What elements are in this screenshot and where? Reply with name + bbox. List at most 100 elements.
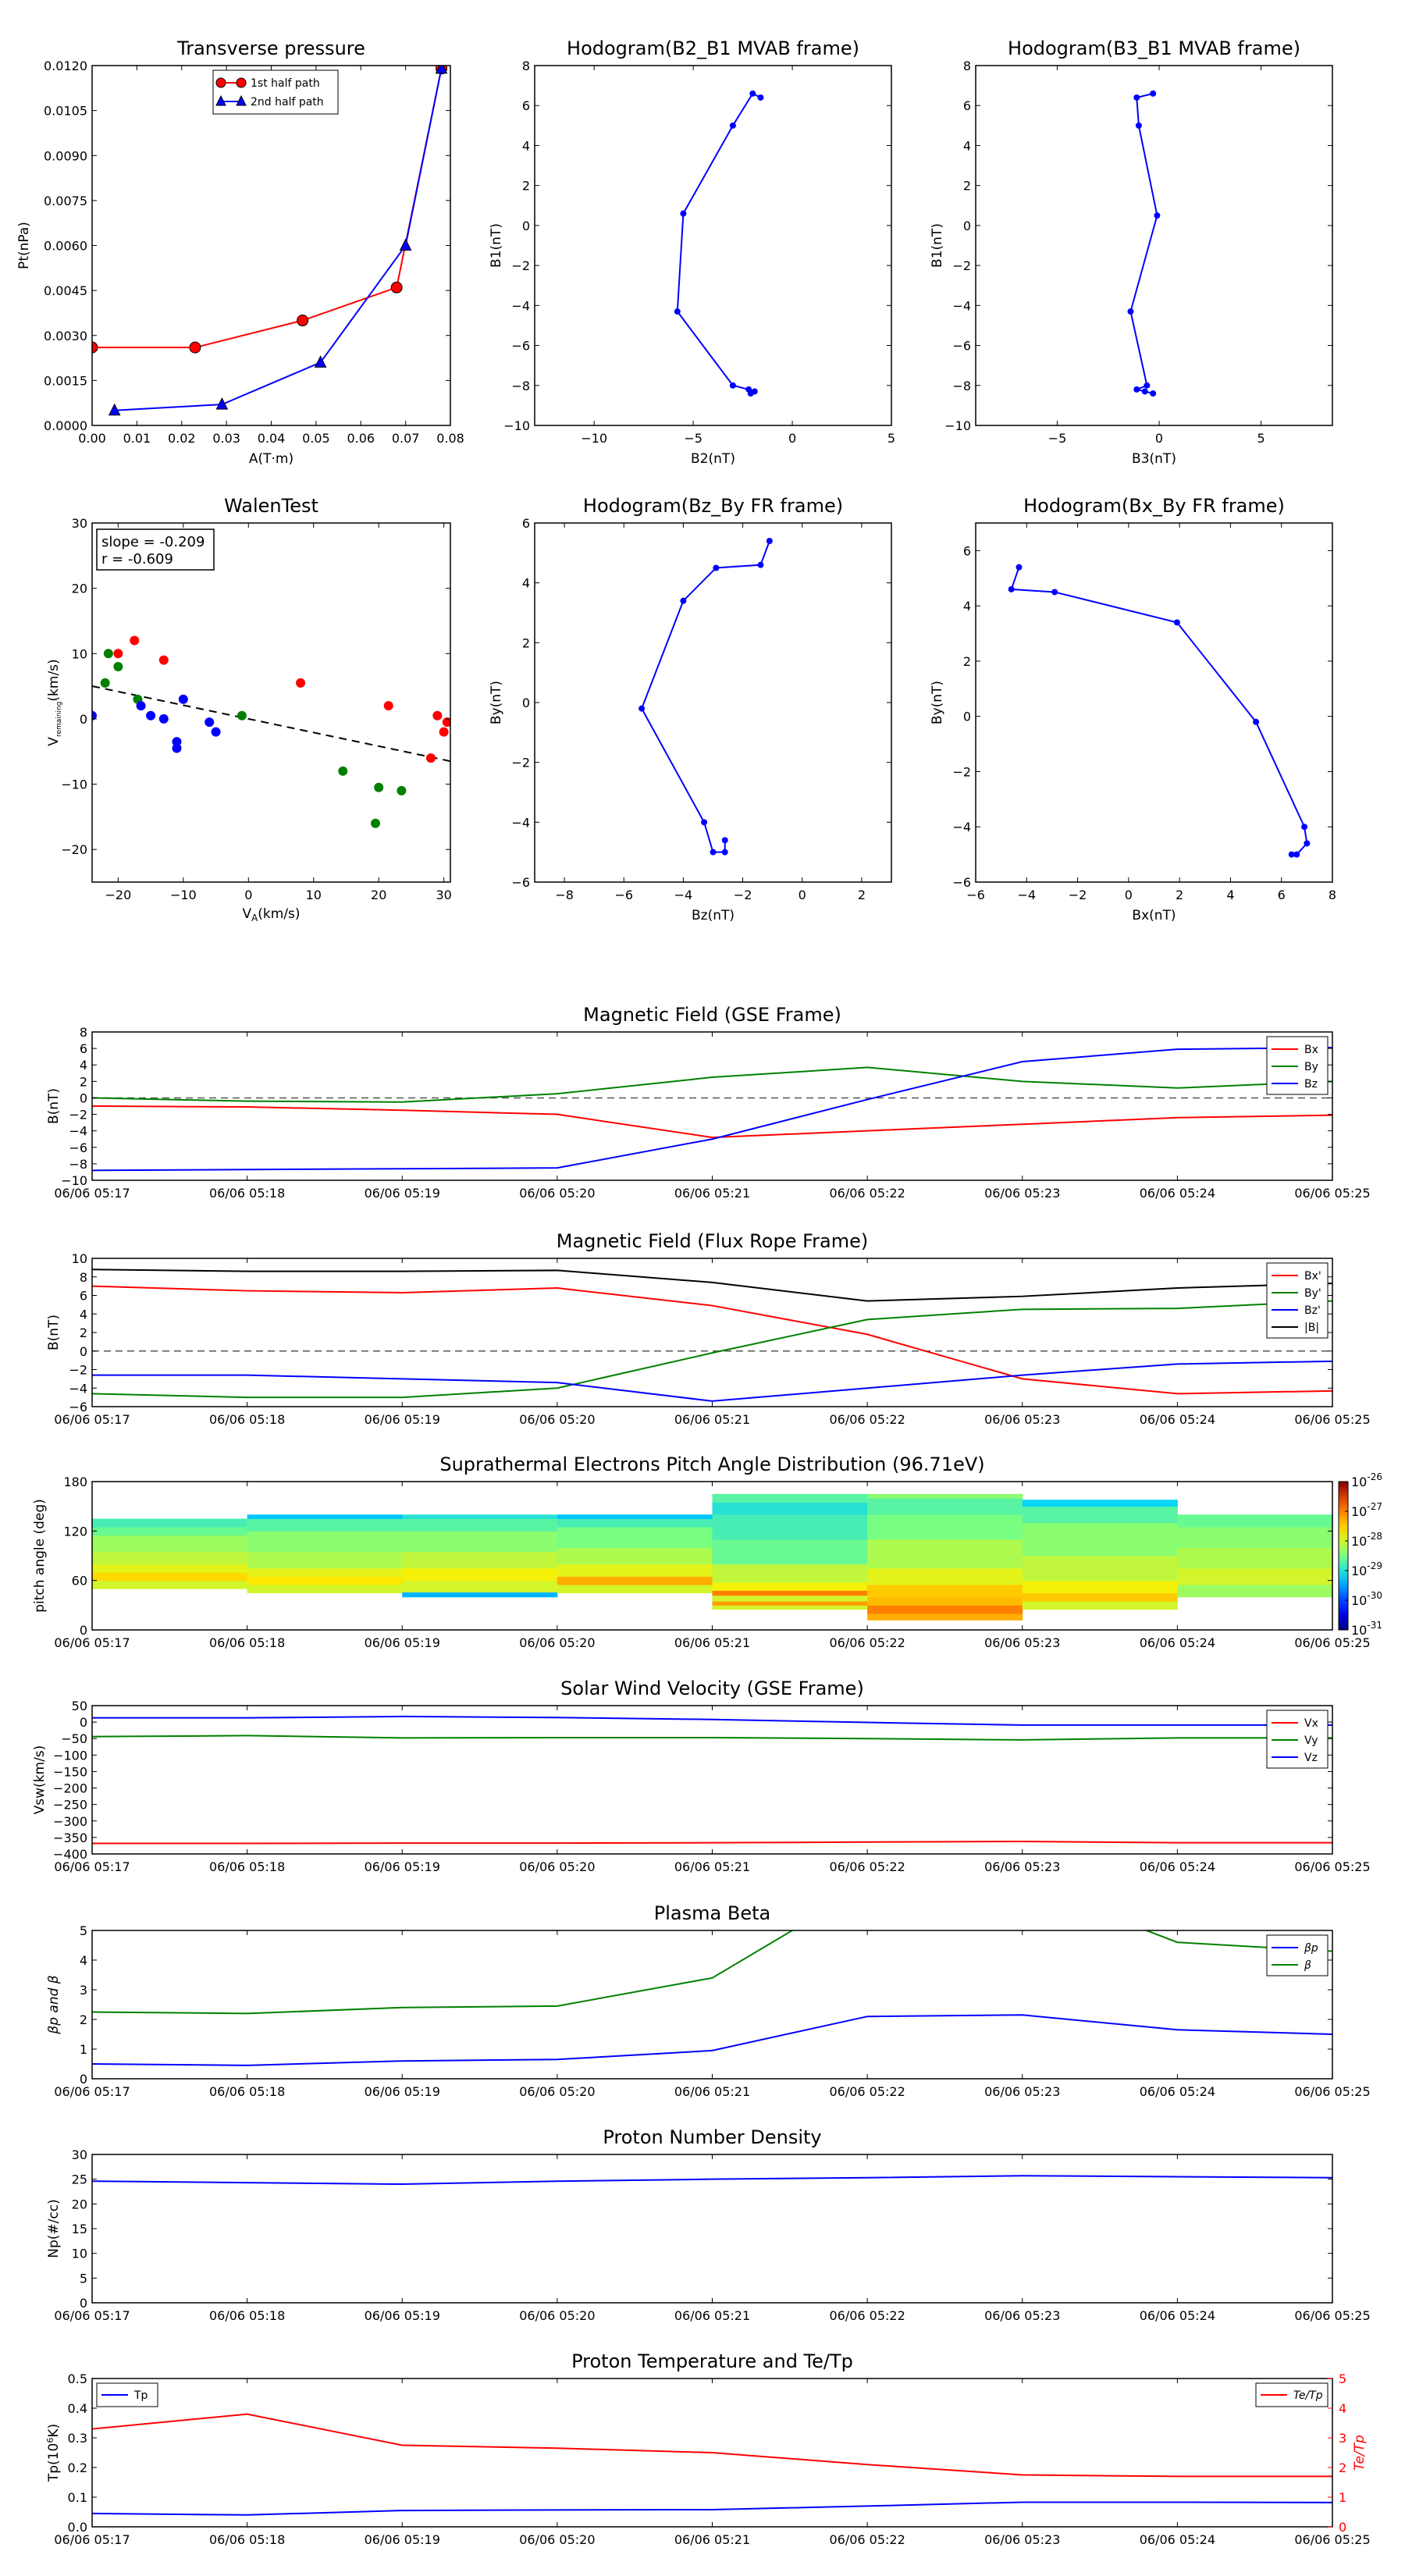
y-tick-label: 0.3 (68, 2431, 87, 2446)
y-tick-label: 0.0120 (44, 59, 87, 73)
x-tick-label: 0.05 (302, 431, 330, 446)
series-line-Vx (92, 1840, 1332, 1845)
data-point (189, 341, 201, 354)
chart-title: Magnetic Field (GSE Frame) (583, 1004, 841, 1026)
x-tick-label: 06/06 05:21 (674, 1859, 750, 1874)
y-tick-label: 2 (522, 179, 530, 194)
data-point (92, 341, 98, 354)
heatmap-cell (867, 1613, 1023, 1621)
heatmap-cell (247, 1584, 403, 1593)
y-tick-label: 0 (80, 712, 87, 727)
x-tick-label: 06/06 05:25 (1294, 1635, 1370, 1650)
y-tick-label: 0 (80, 1623, 87, 1638)
y-tick-label: −2 (69, 1108, 87, 1123)
x-tick-label: 06/06 05:21 (674, 2084, 750, 2099)
y-tick-label: −2 (69, 1363, 87, 1378)
legend-marker (215, 77, 226, 88)
y-tick-label: −8 (952, 379, 971, 393)
x-tick-label: −5 (1048, 431, 1067, 446)
x-axis-label: Bx(nT) (1132, 908, 1176, 923)
x-tick-label: −10 (581, 431, 607, 446)
data-point (713, 564, 720, 571)
heatmap-cell (247, 1567, 403, 1577)
scatter-point (136, 701, 146, 711)
x-tick-label: 2 (858, 888, 866, 902)
series-line-Vy (92, 1735, 1332, 1741)
plot-area (92, 2413, 1332, 2516)
y-tick-label: −4 (69, 1124, 87, 1139)
x-tick-label: 0.07 (392, 431, 420, 446)
x-tick-label: 06/06 05:21 (674, 1635, 750, 1650)
y-tick-label: 8 (963, 59, 971, 73)
x-tick-label: 06/06 05:22 (829, 2084, 905, 2099)
scatter-point (397, 785, 407, 795)
heatmap-cell (1022, 1580, 1178, 1593)
y-tick-label: 5 (80, 1923, 87, 1938)
x-tick-label: 06/06 05:25 (1294, 1186, 1370, 1201)
x-tick-label: 06/06 05:17 (54, 1859, 130, 1874)
x-tick-label: 0.00 (78, 431, 106, 446)
chart-title: WalenTest (224, 495, 318, 517)
chart-hodogram-b3-b1: Hodogram(B3_B1 MVAB frame) −5 0 5 −10 −8 −6 −4 −… (930, 37, 1333, 467)
legend-label: By' (1304, 1287, 1321, 1300)
scatter-point (172, 737, 182, 747)
colorbar-tick-label: 10-27 (1351, 1501, 1382, 1519)
y-tick-label: 0.0045 (44, 283, 87, 298)
heatmap-cell (247, 1551, 403, 1569)
data-point (710, 849, 717, 856)
y-tick-label: 4 (80, 1058, 87, 1073)
x-tick-label: −8 (555, 888, 574, 902)
axes-frame (534, 65, 892, 426)
y-tick-label: 0 (963, 219, 971, 233)
y-tick-label: 4 (80, 1953, 87, 1968)
x-tick-label: −6 (614, 888, 633, 902)
heatmap-cell (247, 1518, 403, 1532)
y-tick-label: 0 (80, 2072, 87, 2087)
y-tick-label: 50 (72, 1699, 87, 1713)
series-line-data (1129, 92, 1158, 394)
y-tick-label: 4 (963, 599, 971, 614)
y-tick-label: 0.0105 (44, 104, 87, 119)
x-tick-label: 06/06 05:23 (984, 1186, 1060, 1201)
y-tick-label: −2 (511, 258, 530, 273)
legend-label: Te/Tp (1293, 2389, 1323, 2402)
x-tick-label: 06/06 05:20 (519, 2084, 595, 2099)
y-tick-label: 60 (72, 1574, 87, 1589)
x-tick-label: 0 (799, 888, 806, 902)
series-line-2nd half path (114, 68, 443, 411)
y-tick-label: 6 (963, 98, 971, 113)
data-point (314, 355, 327, 368)
heatmap-cell (1022, 1506, 1178, 1524)
chart-title: Transverse pressure (176, 37, 365, 59)
series-line-Bx' (92, 1285, 1332, 1395)
heatmap-cell (1022, 1601, 1178, 1610)
series-line-By (92, 1066, 1332, 1103)
y-right-tick-label: 5 (1339, 2371, 1346, 2386)
heatmap-cell (92, 1535, 248, 1553)
y-tick-label: 30 (72, 516, 87, 531)
plot-area (92, 1268, 1332, 1402)
annotation-box (96, 528, 215, 571)
y-axis-label: B(nT) (46, 1315, 62, 1350)
data-point (1253, 718, 1260, 725)
heatmap-cell (712, 1605, 868, 1610)
y-tick-label: −4 (69, 1381, 87, 1396)
legend-label: Bz' (1304, 1304, 1321, 1317)
heatmap-cell (867, 1584, 1023, 1598)
series-line-data (92, 2175, 1332, 2186)
heatmap-cell (557, 1527, 713, 1548)
data-point (674, 308, 681, 315)
y-tick-label: 6 (522, 516, 530, 531)
data-point (215, 397, 229, 410)
data-point (1304, 840, 1311, 847)
series-line-Bz (92, 1047, 1332, 1172)
y-axis-label: B1(nT) (930, 223, 945, 268)
series-line-Vz (92, 1715, 1332, 1726)
y-tick-label: 180 (63, 1475, 87, 1489)
scatter-point (178, 694, 188, 704)
y-tick-label: −150 (53, 1764, 87, 1779)
x-tick-label: 0.08 (436, 431, 464, 446)
x-tick-label: 06/06 05:17 (54, 2532, 130, 2547)
x-tick-label: 06/06 05:20 (519, 2532, 595, 2547)
data-point (680, 210, 687, 217)
